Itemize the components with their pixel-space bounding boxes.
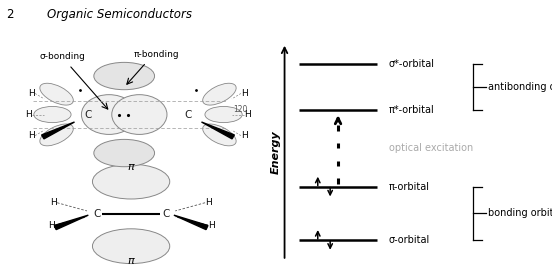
Text: 120: 120: [233, 105, 248, 114]
Text: H: H: [25, 110, 33, 119]
Text: π: π: [128, 256, 135, 266]
Text: H: H: [28, 89, 35, 98]
Text: Energy: Energy: [271, 130, 281, 174]
Polygon shape: [54, 215, 88, 230]
Polygon shape: [41, 122, 75, 139]
Ellipse shape: [34, 107, 71, 123]
Text: bonding orbitals: bonding orbitals: [487, 208, 552, 218]
Text: π-orbital: π-orbital: [389, 182, 429, 192]
Text: σ-bonding: σ-bonding: [39, 52, 85, 61]
Text: H: H: [205, 198, 212, 207]
Text: σ*-orbital: σ*-orbital: [389, 59, 435, 69]
Polygon shape: [201, 122, 235, 139]
Ellipse shape: [92, 229, 170, 264]
Text: C: C: [93, 209, 100, 219]
Text: Organic Semiconductors: Organic Semiconductors: [47, 8, 192, 21]
Ellipse shape: [94, 62, 155, 90]
Polygon shape: [174, 215, 208, 230]
Ellipse shape: [40, 124, 73, 146]
Ellipse shape: [82, 95, 137, 134]
Text: C: C: [184, 110, 192, 120]
Text: H: H: [208, 221, 215, 230]
Text: π: π: [128, 162, 135, 172]
Text: 2: 2: [7, 8, 14, 21]
Text: C: C: [162, 209, 169, 219]
Text: H: H: [241, 131, 248, 140]
Ellipse shape: [203, 83, 236, 105]
Ellipse shape: [205, 107, 242, 123]
Ellipse shape: [203, 124, 236, 146]
Text: π-bonding: π-bonding: [133, 50, 179, 59]
Ellipse shape: [40, 83, 73, 105]
Text: π*-orbital: π*-orbital: [389, 105, 434, 115]
Ellipse shape: [94, 139, 155, 167]
Text: H: H: [50, 198, 57, 207]
Text: C: C: [84, 110, 92, 120]
Text: H: H: [47, 221, 55, 230]
Text: H: H: [28, 131, 35, 140]
Text: σ-orbital: σ-orbital: [389, 235, 430, 245]
Text: H: H: [241, 89, 248, 98]
Text: antibonding orbitals: antibonding orbitals: [487, 82, 552, 92]
Text: H: H: [243, 110, 251, 119]
Ellipse shape: [92, 164, 170, 199]
Ellipse shape: [112, 95, 167, 134]
Text: optical excitation: optical excitation: [389, 143, 473, 153]
